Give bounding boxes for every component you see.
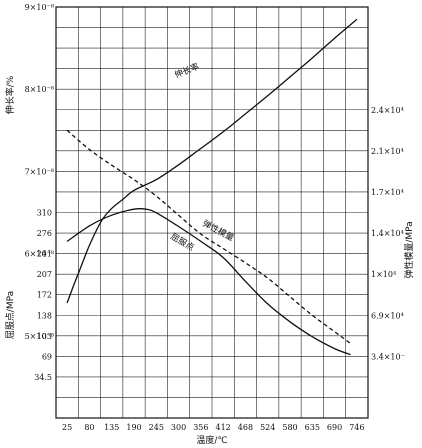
x-tick-label: 524 xyxy=(260,423,275,432)
left-bottom-tick-label: 310 xyxy=(37,209,52,218)
plot-frame xyxy=(55,6,369,419)
left-bottom-tick-label: 207 xyxy=(37,270,52,279)
grid-layer xyxy=(56,7,368,418)
series-line-2 xyxy=(66,207,351,356)
left-top-tick-label: 9×10⁻⁸ xyxy=(25,3,54,12)
left-bottom-tick-label: 34.5 xyxy=(34,373,52,382)
x-tick-label: 135 xyxy=(104,423,119,432)
right-tick-label: 6.9×10⁴ xyxy=(371,311,404,320)
left-bottom-tick-label: 69 xyxy=(42,352,52,361)
left-top-axis-title: 伸长率/% xyxy=(4,75,16,114)
left-bottom-tick-label: 103 xyxy=(37,332,52,341)
left-bottom-axis-title: 屈服点/MPa xyxy=(5,291,16,339)
x-tick-label: 245 xyxy=(149,423,164,432)
series-line-1 xyxy=(66,18,358,304)
x-tick-label: 190 xyxy=(126,423,141,432)
right-tick-label: 2.4×10⁴ xyxy=(371,106,404,115)
x-tick-label: 635 xyxy=(305,423,320,432)
right-axis-title: 弹性模量/MPa xyxy=(403,221,415,278)
tick-layer: 25 80 135 190 245 300 356 412 468 524 580 635 690 746… xyxy=(25,3,405,432)
right-tick-label: 3.4×10⁻ xyxy=(371,352,405,361)
x-tick-label: 356 xyxy=(193,423,208,432)
series-line-3 xyxy=(66,129,351,344)
left-bottom-tick-label: 241 xyxy=(37,250,52,259)
right-tick-label: 2.1×10⁴ xyxy=(371,147,404,156)
x-tick-label: 300 xyxy=(171,423,186,432)
right-tick-label: 1.4×10⁴ xyxy=(371,229,404,238)
label-layer: 温度/℃ 伸长率/% 屈服点/MPa 弹性模量/MPa xyxy=(4,75,415,446)
right-tick-label: 1.7×10⁴ xyxy=(371,188,404,197)
x-tick-label: 468 xyxy=(238,423,253,432)
series-label-3: 弹性模量 xyxy=(201,218,237,244)
x-tick-label: 580 xyxy=(282,423,297,432)
x-axis-title: 温度/℃ xyxy=(196,434,227,446)
left-top-tick-label: 5×10⁻⁸ xyxy=(25,332,54,341)
left-top-tick-label: 8×10⁻⁸ xyxy=(25,85,54,94)
left-bottom-tick-label: 138 xyxy=(37,311,52,320)
left-bottom-tick-label: 276 xyxy=(37,229,52,238)
x-tick-label: 25 xyxy=(62,423,72,432)
left-top-tick-label: 6×10⁻⁸ xyxy=(25,250,54,259)
x-tick-label: 412 xyxy=(216,423,231,432)
x-tick-label: 746 xyxy=(349,423,364,432)
right-tick-label: 1×10⁴ xyxy=(371,270,396,279)
left-top-tick-label: 7×10⁻⁸ xyxy=(25,167,54,176)
series-label-1: 伸长率 xyxy=(173,61,201,81)
x-tick-label: 80 xyxy=(84,423,94,432)
left-bottom-tick-label: 172 xyxy=(37,291,52,300)
x-tick-label: 690 xyxy=(327,423,342,432)
